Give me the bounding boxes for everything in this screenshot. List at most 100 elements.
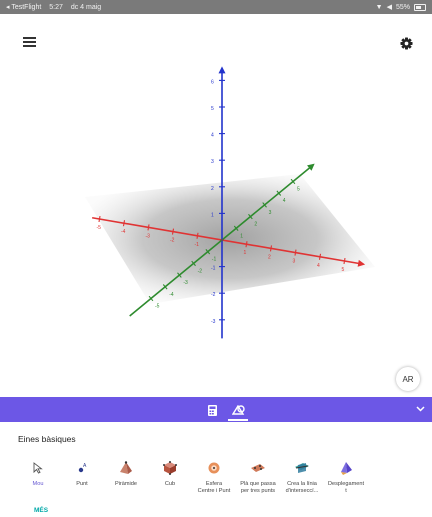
tool-pyramid[interactable]: Piràmide: [104, 458, 148, 495]
settings-button[interactable]: [398, 35, 414, 51]
y-tick-label: -3: [183, 280, 188, 286]
tool-net[interactable]: Desplegament t: [324, 458, 368, 495]
ar-button[interactable]: AR: [396, 367, 420, 391]
tool-label: Desplegament t: [327, 481, 365, 494]
tool-category-title: Eines bàsiques: [18, 434, 76, 444]
wifi-icon: ▼: [375, 3, 383, 11]
tab-tools[interactable]: [228, 401, 248, 421]
3d-axes-canvas[interactable]: -5 -4 -3 -2 -1 1 2 3 4 5 -5 -4 -3 -2 -1 1 2 3 4 5 -3 -2 -1 1 2…: [0, 62, 432, 392]
point-icon: A: [72, 458, 92, 478]
status-date: dc 4 maig: [70, 4, 102, 11]
z-tick-label: 1: [211, 212, 214, 218]
x-tick-label: 2: [268, 254, 271, 260]
x-axis-line: [92, 216, 360, 265]
x-tick-label: 5: [342, 267, 345, 273]
tool-label: Crea la línia d'interseccí...: [285, 481, 319, 494]
tool-label: Piràmide: [114, 481, 138, 487]
tool-intersection-line[interactable]: Crea la línia d'interseccí...: [280, 458, 324, 495]
y-axis-line: [129, 166, 311, 317]
x-axis: -5 -4 -3 -2 -1 1 2 3 4 5: [92, 215, 366, 273]
tab-algebra[interactable]: [202, 401, 222, 419]
tool-label: Punt: [76, 481, 88, 487]
x-tick-label: -1: [195, 242, 200, 248]
pyramid-icon: [116, 458, 136, 478]
x-tick-mark: [318, 253, 322, 260]
x-axis-arrow: [357, 259, 366, 267]
tool-move[interactable]: Mou: [16, 458, 60, 495]
x-tick-mark: [294, 249, 297, 256]
x-tick-label: 4: [317, 263, 320, 269]
collapse-toolbar-button[interactable]: [414, 403, 426, 415]
x-tick-label: -3: [146, 233, 151, 239]
battery-icon: [414, 3, 426, 11]
tool-label: Mou: [32, 481, 44, 487]
intersection-line-icon: [292, 458, 312, 478]
more-tools-button[interactable]: MÉS: [34, 507, 49, 514]
x-tick-mark: [122, 220, 126, 227]
y-tick-mark: [276, 190, 282, 196]
tool-sphere-center-point[interactable]: Esfera Centre i Punt: [192, 458, 236, 495]
toolbar-strip: [0, 397, 432, 422]
menu-button[interactable]: [20, 34, 38, 50]
xy-plane: [85, 174, 375, 304]
tool-label: Esfera Centre i Punt: [197, 481, 231, 494]
x-tick-mark: [171, 228, 175, 235]
sphere-icon: [204, 458, 224, 478]
x-tick-mark: [147, 224, 150, 231]
calculator-icon: [207, 404, 217, 416]
hamburger-menu-icon: [22, 37, 36, 47]
svg-text:A: A: [83, 463, 87, 469]
gear-icon: [399, 36, 413, 50]
x-tick-mark: [245, 241, 248, 248]
y-tick-mark: [290, 178, 296, 185]
tool-plane-three-points[interactable]: Plà que passa per tres punts: [236, 458, 280, 495]
z-tick-label: -2: [211, 292, 216, 298]
x-tick-mark: [98, 215, 101, 223]
battery-percent: 55%: [395, 3, 410, 11]
status-time: 5:27: [49, 4, 63, 11]
graphics-3d-view[interactable]: -5 -4 -3 -2 -1 1 2 3 4 5 -5 -4 -3 -2 -1 1 2 3 4 5 -3 -2 -1 1 2…: [0, 62, 432, 392]
y-axis-arrow: [307, 163, 315, 171]
z-tick-label: 2: [211, 186, 214, 192]
x-tick-label: -4: [121, 229, 126, 235]
tool-cube[interactable]: Cub: [148, 458, 192, 495]
tool-label: Plà que passa per tres punts: [240, 481, 276, 494]
z-tick-label: 5: [211, 106, 214, 112]
z-tick-label: -3: [211, 319, 216, 325]
z-tick-label: 4: [211, 133, 214, 139]
x-tick-label: 1: [244, 250, 247, 256]
y-tick-mark: [191, 260, 196, 267]
z-axis-arrow: [218, 66, 226, 74]
y-tick-label: 1: [240, 233, 243, 239]
x-tick-label: -5: [97, 225, 102, 231]
x-tick-label: -2: [170, 238, 175, 244]
plane-through-three-points-icon: [248, 458, 268, 478]
x-tick-mark: [196, 232, 199, 239]
y-tick-mark: [177, 272, 182, 278]
x-tick-mark: [343, 257, 346, 265]
tools-shapes-icon: [231, 404, 245, 415]
x-tick-label: 3: [293, 259, 296, 265]
tool-label: Cub: [164, 481, 176, 487]
tools-panel: Eines bàsiques Mou A Punt Piràmide Cub: [0, 422, 432, 517]
status-left: ◂ TestFlight 5:27 dc 4 maig: [6, 3, 107, 11]
y-tick-label: 3: [269, 210, 272, 216]
y-tick-mark: [262, 202, 267, 208]
y-tick-label: -4: [169, 292, 174, 298]
y-tick-label: -1: [212, 257, 217, 263]
status-right: ▼ ◀ 55%: [376, 3, 426, 11]
y-tick-mark: [162, 284, 168, 290]
y-tick-mark: [148, 295, 154, 302]
z-tick-label: 6: [211, 79, 214, 85]
y-tick-mark: [205, 249, 211, 255]
net-icon: [336, 458, 356, 478]
y-tick-label: 4: [283, 198, 286, 204]
y-tick-mark: [233, 225, 239, 231]
y-axis: -5 -4 -3 -2 -1 1 2 3 4 5: [129, 163, 315, 317]
testflight-back-link[interactable]: ◂ TestFlight: [6, 4, 42, 11]
origin-point: [220, 238, 224, 242]
z-axis: -3 -2 -1 1 2 3 4 5 6: [211, 66, 226, 339]
tool-point[interactable]: A Punt: [60, 458, 104, 495]
x-tick-mark: [269, 245, 273, 252]
z-tick-label: -1: [211, 266, 216, 272]
